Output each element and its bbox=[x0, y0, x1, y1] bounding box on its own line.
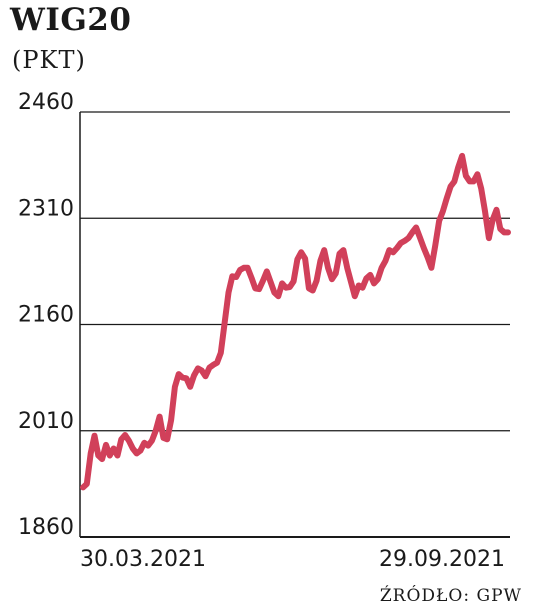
chart-unit: (PKT) bbox=[12, 46, 86, 74]
gridlines bbox=[80, 111, 510, 538]
y-tick-label: 2010 bbox=[18, 409, 74, 434]
source-note: ŹRÓDŁO: GPW bbox=[379, 586, 522, 606]
x-tick-label-start: 30.03.2021 bbox=[80, 547, 206, 572]
y-tick-label: 1860 bbox=[18, 515, 74, 540]
wig20-series-line bbox=[80, 152, 511, 491]
y-tick-label: 2310 bbox=[18, 196, 74, 221]
y-tick-label: 2460 bbox=[18, 90, 74, 115]
y-tick-labels: 1860 2010 2160 2310 2460 bbox=[18, 90, 74, 540]
chart-title: WIG20 bbox=[10, 2, 132, 38]
x-tick-label-end: 29.09.2021 bbox=[379, 547, 505, 572]
y-tick-label: 2160 bbox=[18, 303, 74, 328]
